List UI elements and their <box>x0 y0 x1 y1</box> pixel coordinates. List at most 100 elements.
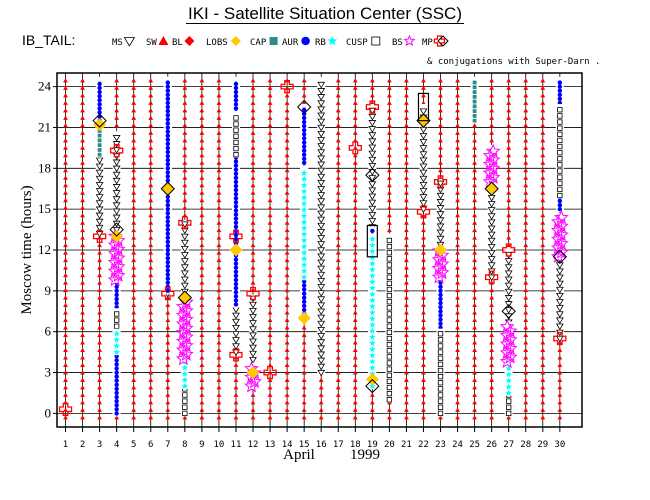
aur-marker <box>301 291 307 296</box>
cusp-marker <box>437 380 444 386</box>
sw-marker <box>250 167 256 173</box>
sw-marker <box>199 280 205 285</box>
sw-marker <box>506 235 512 240</box>
sw-marker <box>199 310 205 315</box>
sw-marker <box>506 415 512 420</box>
x-tick-label: 5 <box>131 440 136 450</box>
sw-marker <box>506 242 512 248</box>
sw-marker <box>131 385 137 390</box>
sw-marker <box>404 317 409 323</box>
sw-marker <box>472 205 478 210</box>
sw-marker <box>80 130 85 135</box>
sw-marker <box>540 340 546 345</box>
sw-marker <box>557 400 563 405</box>
sw-marker <box>455 347 460 352</box>
sw-marker <box>438 93 443 98</box>
sw-marker <box>216 340 222 345</box>
sw-marker <box>250 235 256 240</box>
sw-marker <box>472 370 478 375</box>
sw-marker <box>386 407 392 412</box>
rb-marker <box>300 188 308 195</box>
sw-marker <box>80 115 85 120</box>
aur-marker <box>165 280 171 285</box>
aur-marker <box>165 129 171 134</box>
sw-marker <box>540 257 546 263</box>
sw-marker <box>284 85 290 90</box>
sw-marker <box>148 272 154 278</box>
aur-marker <box>114 374 119 379</box>
sw-marker <box>165 415 171 420</box>
sw-marker <box>80 182 85 188</box>
sw-marker <box>472 250 478 255</box>
x-tick-label: 20 <box>384 440 395 450</box>
ms-marker <box>419 108 428 116</box>
x-axis-label: April <box>283 447 315 463</box>
sw-marker <box>404 145 409 150</box>
sw-marker <box>199 250 205 255</box>
sw-marker <box>165 392 171 397</box>
sw-marker <box>369 100 375 105</box>
sw-marker <box>284 407 290 412</box>
aur-marker <box>97 106 102 111</box>
sw-marker <box>404 167 409 173</box>
sw-marker <box>131 332 137 338</box>
sw-marker <box>540 265 546 270</box>
sw-marker <box>335 175 341 180</box>
conjugation-marker <box>484 181 499 196</box>
mp-marker <box>178 216 192 230</box>
cusp-marker <box>557 131 563 137</box>
conjugation-marker <box>501 304 516 319</box>
sw-marker <box>455 340 460 345</box>
sw-marker <box>267 400 273 405</box>
sw-marker <box>404 93 409 98</box>
sw-marker <box>131 370 137 375</box>
sw-marker <box>540 227 546 233</box>
sw-marker <box>97 280 103 285</box>
sw-marker <box>472 325 478 330</box>
sw-marker <box>352 377 358 382</box>
aur-marker <box>233 183 239 189</box>
sw-marker <box>182 152 188 158</box>
sw-marker <box>421 400 426 405</box>
sw-marker <box>80 302 85 308</box>
sw-marker <box>472 415 478 420</box>
sw-marker <box>523 182 529 188</box>
legend-marker-icon <box>184 36 195 46</box>
bs-marker <box>110 259 126 274</box>
sw-marker <box>352 325 358 330</box>
sw-marker <box>80 212 85 218</box>
sw-marker <box>97 377 103 382</box>
aur-marker <box>233 204 239 209</box>
x-tick-label: 16 <box>316 440 327 450</box>
cap-marker <box>472 85 477 90</box>
sw-marker <box>523 205 529 210</box>
sw-marker <box>455 370 460 375</box>
x-tick-label: 6 <box>148 440 153 450</box>
sw-marker <box>63 340 68 345</box>
aur-marker <box>233 175 239 181</box>
sw-marker <box>284 182 290 188</box>
sw-marker <box>352 227 358 233</box>
bs-marker <box>499 318 515 334</box>
sw-marker <box>284 392 290 397</box>
aur-marker <box>301 123 307 129</box>
sw-marker <box>404 152 409 158</box>
sw-marker <box>455 220 460 225</box>
sw-marker <box>352 265 358 270</box>
sw-marker <box>455 407 460 412</box>
sw-marker <box>335 190 341 195</box>
sw-marker <box>250 78 256 83</box>
sw-marker <box>97 272 103 278</box>
aur-marker <box>438 321 443 326</box>
sw-marker <box>199 190 205 195</box>
sw-marker <box>352 235 358 240</box>
cusp-marker <box>386 292 393 299</box>
sw-marker <box>301 100 307 105</box>
sw-marker <box>63 295 68 300</box>
sw-marker <box>131 272 137 278</box>
sw-marker <box>267 370 273 375</box>
bs-marker <box>178 320 194 335</box>
sw-marker <box>284 242 290 248</box>
sw-marker <box>421 325 426 330</box>
cap-marker <box>97 133 102 138</box>
